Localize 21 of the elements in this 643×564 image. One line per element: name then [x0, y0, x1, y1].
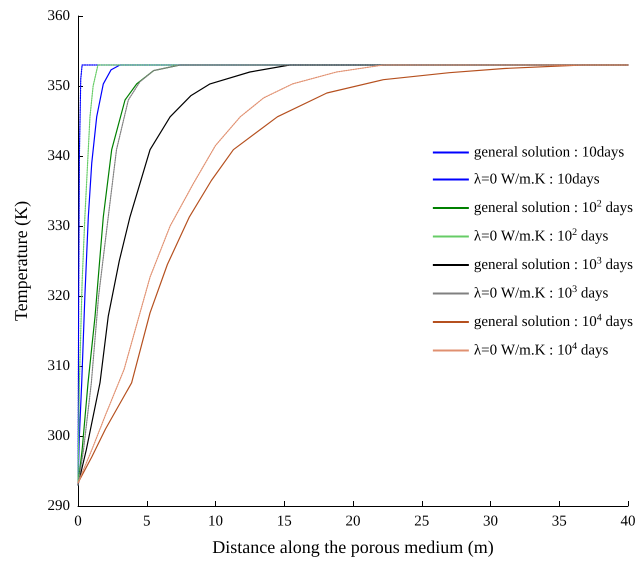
y-tick-label: 350: [48, 78, 70, 94]
legend-label: λ=0 W/m.K : 10days: [474, 172, 600, 188]
x-axis-title: Distance along the porous medium (m): [212, 537, 494, 557]
y-tick-label: 300: [48, 428, 70, 444]
y-tick-label: 340: [48, 148, 70, 164]
x-tick-label: 20: [346, 514, 360, 530]
x-tick-label: 5: [143, 514, 150, 530]
y-tick-label: 320: [48, 288, 70, 304]
x-tick-label: 0: [74, 514, 82, 530]
y-tick-label: 310: [48, 358, 70, 374]
x-tick-label: 10: [208, 514, 223, 530]
x-tick-label: 40: [620, 514, 636, 530]
x-tick-label: 30: [483, 514, 498, 530]
y-axis-title: Temperature (K): [11, 200, 31, 322]
x-tick-label: 35: [552, 514, 567, 530]
x-tick-label: 15: [276, 514, 292, 530]
x-tick-label: 25: [414, 514, 430, 530]
y-tick-label: 330: [48, 218, 70, 234]
y-tick-label: 360: [48, 8, 70, 24]
y-tick-label: 290: [48, 498, 70, 514]
legend-label: general solution : 10days: [474, 144, 624, 160]
